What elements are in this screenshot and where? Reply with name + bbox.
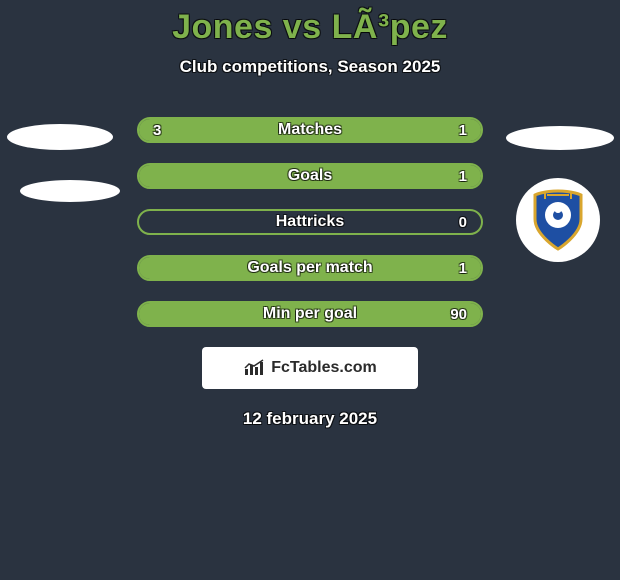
left-player-marker-2 (20, 180, 120, 202)
stat-label: Min per goal (139, 303, 481, 325)
right-player-marker (506, 126, 614, 150)
date-text: 12 february 2025 (0, 409, 620, 429)
stat-value-right: 1 (459, 257, 467, 279)
club-badge-icon (523, 185, 593, 255)
stat-label: Hattricks (139, 211, 481, 233)
right-club-badge (516, 178, 600, 262)
stat-row: Hattricks0 (137, 209, 483, 235)
attribution-logo-icon (243, 359, 265, 377)
attribution-text: FcTables.com (271, 359, 377, 377)
comparison-infographic: Jones vs LÃ³pez Club competitions, Seaso… (0, 0, 620, 580)
stat-value-left: 3 (153, 119, 161, 141)
stat-value-right: 1 (459, 165, 467, 187)
stat-row: Min per goal90 (137, 301, 483, 327)
stat-value-right: 1 (459, 119, 467, 141)
stat-row: Goals1 (137, 163, 483, 189)
stat-label: Matches (139, 119, 481, 141)
stat-row: Matches3 1 (137, 117, 483, 143)
stat-row: Goals per match1 (137, 255, 483, 281)
stat-label: Goals (139, 165, 481, 187)
stat-rows: Matches31Goals1Hattricks0Goals per match… (137, 117, 483, 327)
stat-value-right: 0 (459, 211, 467, 233)
left-player-marker-1 (7, 124, 113, 150)
page-subtitle: Club competitions, Season 2025 (0, 57, 620, 77)
attribution-box: FcTables.com (202, 347, 418, 389)
page-title: Jones vs LÃ³pez (0, 0, 620, 47)
stat-value-right: 90 (450, 303, 467, 325)
stat-label: Goals per match (139, 257, 481, 279)
